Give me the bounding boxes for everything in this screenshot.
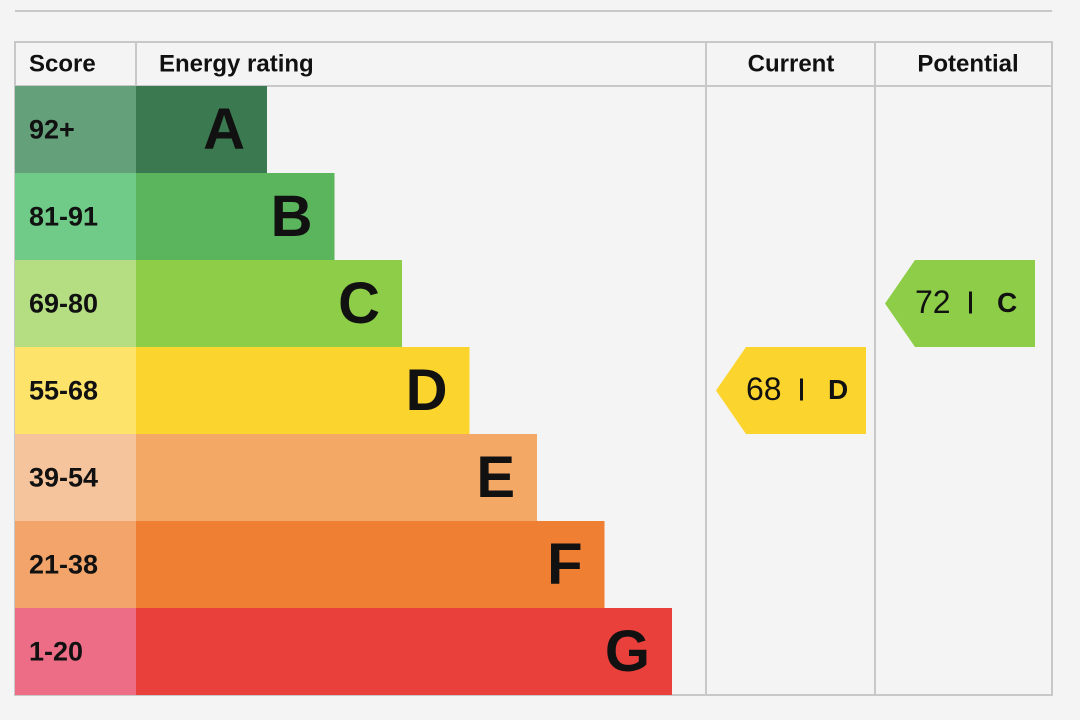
potential-value: 72 xyxy=(915,284,951,320)
rating-letter: E xyxy=(476,445,515,510)
rating-bar xyxy=(136,260,402,347)
rating-bar xyxy=(136,434,537,521)
current-letter: D xyxy=(828,374,848,405)
potential-arrow xyxy=(885,260,1035,347)
header-cell: Current xyxy=(748,50,835,77)
rating-letter: D xyxy=(406,358,448,423)
score-label: 81-91 xyxy=(29,202,98,232)
score-cell xyxy=(15,173,136,260)
rating-letter: G xyxy=(605,619,650,684)
score-label: 55-68 xyxy=(29,376,98,406)
rating-bar xyxy=(136,608,672,695)
score-label: 69-80 xyxy=(29,289,98,319)
score-cell xyxy=(15,608,136,695)
rating-letter: F xyxy=(547,532,582,597)
score-cell xyxy=(15,347,136,434)
header-cell: Potential xyxy=(917,50,1018,77)
rating-bar xyxy=(136,521,605,608)
score-label: 39-54 xyxy=(29,463,98,493)
rating-bar xyxy=(136,86,267,173)
separator xyxy=(800,378,803,401)
score-label: 21-38 xyxy=(29,550,98,580)
rating-bar xyxy=(136,173,335,260)
rating-bar xyxy=(136,347,470,434)
score-cell xyxy=(15,86,136,173)
potential-letter: C xyxy=(997,287,1017,318)
score-cell xyxy=(15,260,136,347)
rating-letter: A xyxy=(203,97,245,162)
score-label: 92+ xyxy=(29,115,75,145)
current-arrow xyxy=(716,347,866,434)
score-cell xyxy=(15,521,136,608)
score-cell xyxy=(15,434,136,521)
separator xyxy=(969,291,972,314)
current-value: 68 xyxy=(746,371,782,407)
rating-letter: B xyxy=(271,184,313,249)
header-cell: Energy rating xyxy=(159,50,314,77)
score-label: 1-20 xyxy=(29,637,83,667)
header-cell: Score xyxy=(29,50,96,77)
rating-letter: C xyxy=(338,271,380,336)
